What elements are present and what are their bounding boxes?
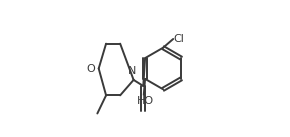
Text: HO: HO: [137, 96, 154, 106]
Text: O: O: [87, 64, 95, 73]
Text: Cl: Cl: [174, 34, 185, 44]
Text: N: N: [128, 66, 136, 76]
